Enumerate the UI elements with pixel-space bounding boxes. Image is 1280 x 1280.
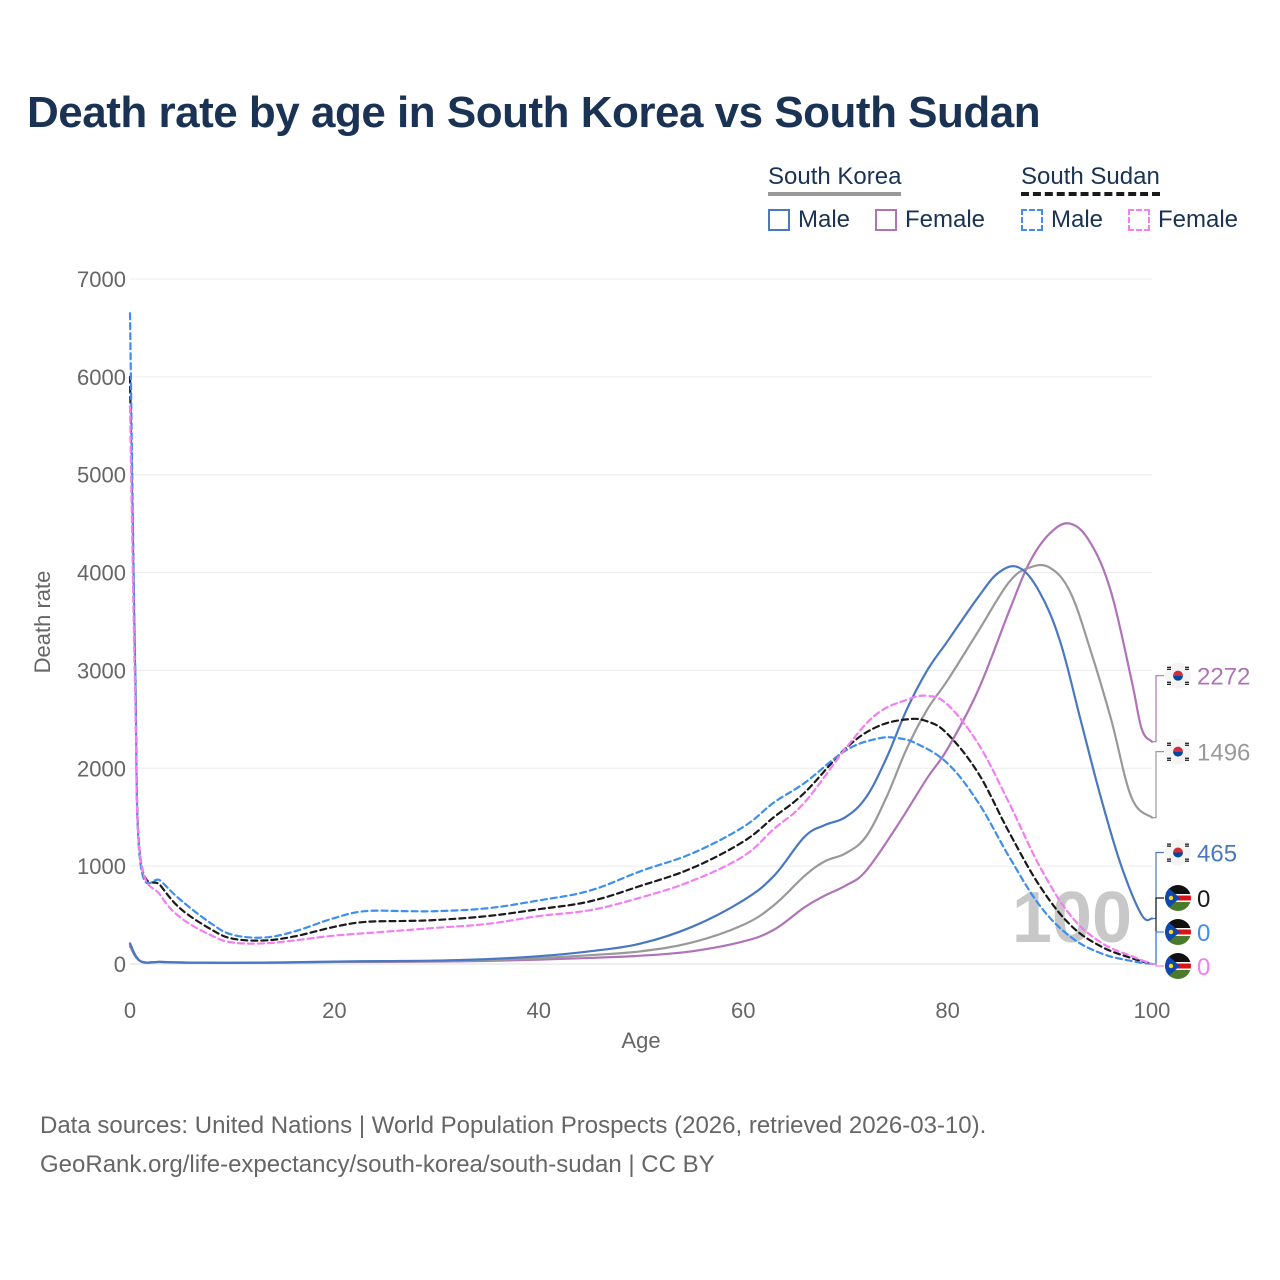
legend-item-label: Male — [798, 206, 851, 233]
y-tick-label-7000: 7000 — [77, 267, 126, 292]
x-axis-ticks: 0 20 40 60 80 100 — [124, 998, 1170, 1023]
end-connector — [1152, 963, 1164, 967]
end-label-south-sudan-female: 0 — [1197, 954, 1210, 981]
legend-swatch — [875, 209, 897, 231]
legend-group-south-korea[interactable]: South Korea — [768, 163, 902, 196]
south-korea-flag-icon — [1165, 738, 1191, 765]
legend-item-label: Female — [1158, 206, 1239, 233]
x-tick-label-0: 0 — [124, 998, 136, 1023]
legend-group-label: South Sudan — [1021, 163, 1160, 190]
y-axis-title: Death rate — [30, 571, 55, 674]
x-tick-label-20: 20 — [322, 998, 346, 1023]
end-label-south-korea-male: 465 — [1197, 840, 1237, 867]
south-sudan-flag-icon — [1165, 919, 1191, 945]
series-line-south-sudan-male[interactable] — [128, 312, 1154, 966]
y-tick-label-0: 0 — [114, 952, 126, 977]
legend-item-south-korea-female[interactable]: Female — [875, 206, 985, 234]
year-watermark: 100 — [1012, 878, 1132, 958]
source-line: Data sources: United Nations | World Pop… — [40, 1112, 987, 1139]
end-connector — [1152, 897, 1164, 965]
legend-swatch — [768, 209, 790, 231]
legend-item-south-korea-male[interactable]: Male — [768, 206, 850, 234]
legend-item-label: Male — [1051, 206, 1104, 233]
legend-group-label: South Korea — [768, 163, 902, 190]
end-label-south-korea-female: 2272 — [1197, 664, 1250, 691]
url-line: GeoRank.org/life-expectancy/south-korea/… — [40, 1151, 715, 1178]
legend-item-south-sudan-female[interactable]: Female — [1128, 206, 1238, 234]
end-label-south-sudan-male: 0 — [1197, 920, 1210, 947]
y-tick-label-4000: 4000 — [77, 561, 126, 586]
y-tick-label-2000: 2000 — [77, 756, 126, 781]
south-korea-flag-icon — [1165, 662, 1191, 689]
chart-title: Death rate by age in South Korea vs Sout… — [27, 88, 1041, 137]
end-label-south-korea-total: 1496 — [1197, 740, 1250, 767]
series-line-south-korea-total[interactable] — [128, 563, 1154, 964]
x-tick-label-60: 60 — [731, 998, 755, 1023]
series-lines — [128, 312, 1154, 966]
y-tick-label-1000: 1000 — [77, 854, 126, 879]
end-label-south-sudan-total: 0 — [1197, 886, 1210, 913]
end-connector — [1152, 751, 1164, 819]
legend-group-line — [768, 192, 902, 196]
y-axis-ticks: 0 1000 2000 3000 4000 5000 6000 7000 — [77, 267, 126, 977]
series-line-south-sudan-female[interactable] — [128, 405, 1154, 966]
y-tick-label-5000: 5000 — [77, 463, 126, 488]
legend-group-south-sudan[interactable]: South Sudan — [1021, 163, 1160, 196]
end-labels: 2272 1496 465 0 0 0 — [1152, 662, 1250, 981]
series-line-south-sudan-total[interactable] — [128, 375, 1154, 966]
series-line-south-korea-male[interactable] — [128, 565, 1154, 964]
x-tick-label-100: 100 — [1134, 998, 1171, 1023]
legend-group-line — [1021, 192, 1160, 196]
footer-sources: Data sources: United Nations | World Pop… — [40, 1106, 986, 1184]
x-tick-label-80: 80 — [935, 998, 959, 1023]
y-tick-label-3000: 3000 — [77, 658, 126, 683]
gridlines — [130, 278, 1152, 965]
end-connector — [1152, 931, 1164, 965]
south-korea-flag-icon — [1165, 839, 1191, 866]
south-sudan-flag-icon — [1165, 885, 1191, 911]
legend-swatch — [1128, 209, 1150, 231]
end-connector — [1152, 851, 1164, 920]
legend-item-label: Female — [905, 206, 986, 233]
legend-swatch — [1021, 209, 1043, 231]
end-connector — [1152, 675, 1164, 743]
x-axis-title: Age — [621, 1028, 660, 1053]
y-tick-label-6000: 6000 — [77, 365, 126, 390]
x-tick-label-40: 40 — [527, 998, 551, 1023]
legend-item-south-sudan-male[interactable]: Male — [1021, 206, 1103, 234]
south-sudan-flag-icon — [1165, 953, 1191, 979]
